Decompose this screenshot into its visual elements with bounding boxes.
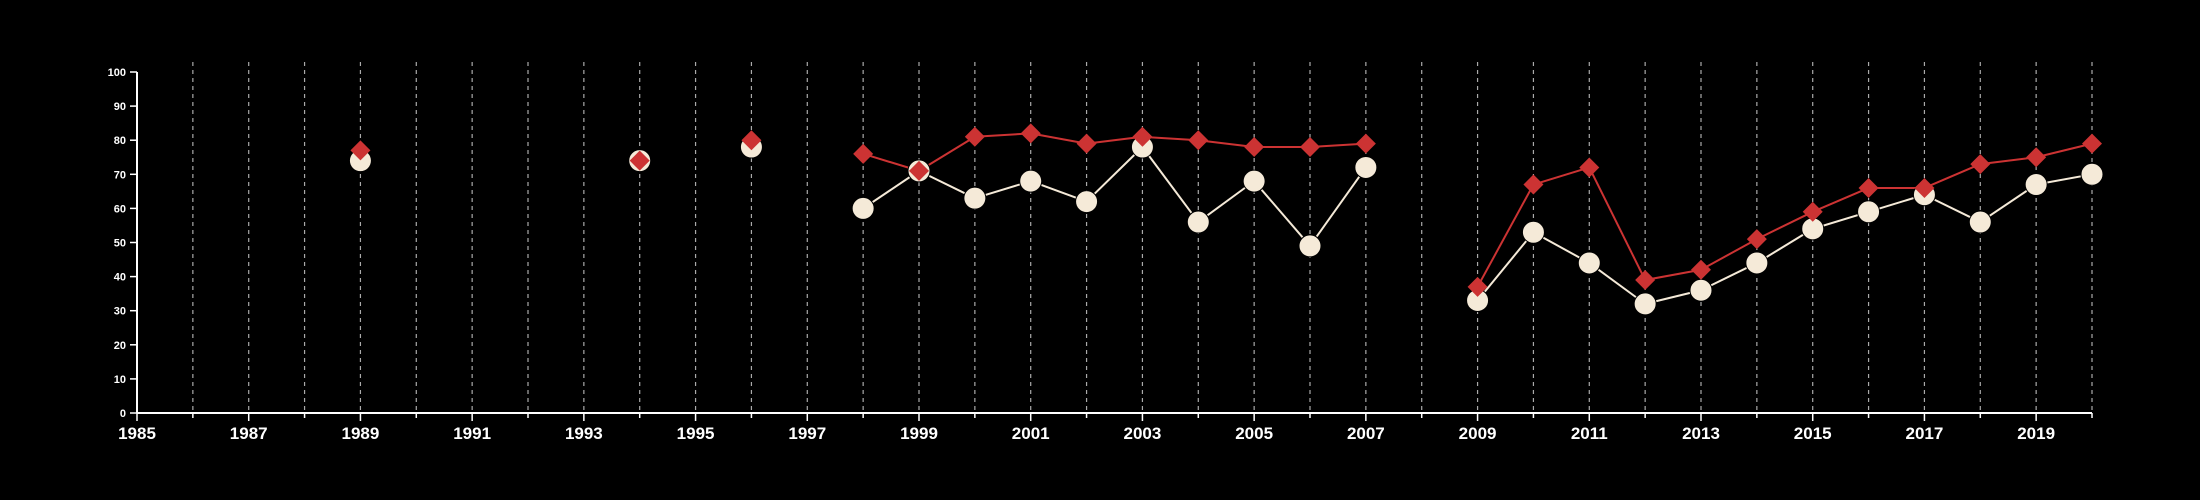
point-diamond-2011 <box>1579 157 1600 178</box>
series-diamond-segment <box>1086 135 1143 145</box>
y-tick-label: 60 <box>114 203 126 215</box>
series-circle-segment <box>1085 146 1144 203</box>
y-tick-label: 40 <box>114 272 126 284</box>
point-diamond-2002 <box>1076 133 1097 154</box>
series-diamond-segment <box>1980 156 2037 166</box>
x-tick-label: 1997 <box>788 424 826 443</box>
point-diamond-1999 <box>909 160 929 181</box>
point-diamond-2012 <box>1635 270 1656 291</box>
series-circle-segment <box>1476 231 1535 302</box>
y-tick-label: 30 <box>114 306 126 318</box>
x-tick-label: 1991 <box>453 424 491 443</box>
series-circle-segment <box>1309 166 1367 247</box>
point-circle-2019 <box>2024 173 2048 197</box>
series-circle-segment <box>1588 262 1646 305</box>
point-diamond-2009 <box>1467 276 1488 297</box>
series-diamond-segment <box>1756 210 1814 240</box>
series-diamond-segment <box>1700 238 1758 271</box>
point-diamond-2007 <box>1355 133 1376 154</box>
series-circle-segment <box>1253 180 1311 247</box>
point-diamond-2016 <box>1858 177 1879 198</box>
point-diamond-2020 <box>2082 133 2102 154</box>
y-tick-label: 50 <box>114 238 126 250</box>
point-diamond-2010 <box>1523 174 1544 195</box>
point-circle-2016 <box>1857 200 1881 224</box>
y-tick-label: 80 <box>114 135 126 147</box>
point-circle-1998 <box>851 196 875 220</box>
point-circle-2014 <box>1745 251 1769 275</box>
x-tick-label: 1993 <box>565 424 603 443</box>
x-tick-label: 2001 <box>1012 424 1050 443</box>
x-tick-label: 2003 <box>1124 424 1162 443</box>
point-diamond-2013 <box>1691 259 1711 280</box>
point-diamond-2014 <box>1746 229 1767 250</box>
series-diamond-segment <box>1030 132 1087 145</box>
point-circle-2000 <box>963 186 987 210</box>
point-circle-2007 <box>1354 155 1378 179</box>
x-tick-label: 1989 <box>342 424 380 443</box>
x-tick-label: 2013 <box>1682 424 1720 443</box>
y-tick-label: 20 <box>114 340 126 352</box>
series-diamond-segment <box>1198 139 1255 149</box>
x-tick-label: 2019 <box>2017 424 2055 443</box>
point-diamond-1994 <box>629 150 650 171</box>
point-circle-2010 <box>1521 220 1545 244</box>
point-circle-2011 <box>1577 251 1601 275</box>
point-circle-2001 <box>1019 169 1043 193</box>
y-tick-label: 0 <box>120 408 126 420</box>
series-diamond-segment <box>1476 184 1535 288</box>
series-diamond-segment <box>1924 163 1981 189</box>
point-diamond-2004 <box>1188 130 1209 151</box>
x-tick-label: 1995 <box>677 424 715 443</box>
point-diamond-2019 <box>2026 147 2047 168</box>
point-circle-2020 <box>2080 162 2104 186</box>
vertical-gridlines <box>192 62 2093 413</box>
x-tick-label: 2007 <box>1347 424 1385 443</box>
point-circle-2005 <box>1242 169 1266 193</box>
point-diamond-1989 <box>350 140 371 161</box>
axes <box>136 72 2092 414</box>
y-tick-label: 70 <box>114 169 126 181</box>
point-diamond-1996 <box>741 130 762 151</box>
point-diamond-2003 <box>1132 126 1153 147</box>
series-circle-segment <box>1141 146 1200 223</box>
series-markers <box>348 123 2104 316</box>
point-diamond-2001 <box>1020 123 1041 144</box>
x-tick-label: 2017 <box>1906 424 1944 443</box>
series-diamond-segment <box>1533 166 1590 186</box>
series-circle-segment <box>1197 180 1255 223</box>
point-diamond-2017 <box>1914 177 1935 198</box>
x-tick-label: 1999 <box>900 424 938 443</box>
point-circle-2006 <box>1298 234 1322 258</box>
series-diamond-segment <box>1588 167 1647 281</box>
x-tick-label: 2005 <box>1235 424 1273 443</box>
point-diamond-2006 <box>1300 137 1320 158</box>
point-circle-2004 <box>1186 210 1210 234</box>
x-tick-label: 1985 <box>118 424 156 443</box>
y-tick-label: 100 <box>108 67 126 79</box>
point-diamond-1998 <box>853 143 874 164</box>
point-circle-2013 <box>1689 278 1713 302</box>
point-circle-2018 <box>1968 210 1992 234</box>
x-tick-label: 2009 <box>1459 424 1497 443</box>
y-tick-label: 90 <box>114 101 126 113</box>
point-diamond-2015 <box>1802 201 1823 222</box>
series <box>348 123 2104 316</box>
x-tick-label: 2015 <box>1794 424 1832 443</box>
x-axis-ticks: 1985 1987 1989 1991 1993 1995 1997 1999 2001 2003… <box>118 413 2093 443</box>
series-diamond-segment <box>1644 268 1702 281</box>
point-diamond-2018 <box>1970 154 1991 175</box>
series-diamond-segment <box>2035 142 2093 159</box>
y-axis-ticks: 0 10 20 30 40 50 60 70 80 90 100 <box>108 67 137 420</box>
point-diamond-2000 <box>964 126 985 147</box>
point-circle-2002 <box>1075 190 1099 214</box>
point-diamond-2005 <box>1244 137 1265 158</box>
x-tick-label: 2011 <box>1571 424 1608 443</box>
y-tick-label: 10 <box>114 374 126 386</box>
x-tick-label: 1987 <box>230 424 268 443</box>
series-diamond-segment <box>1812 187 1869 213</box>
point-circle-2012 <box>1633 292 1657 316</box>
